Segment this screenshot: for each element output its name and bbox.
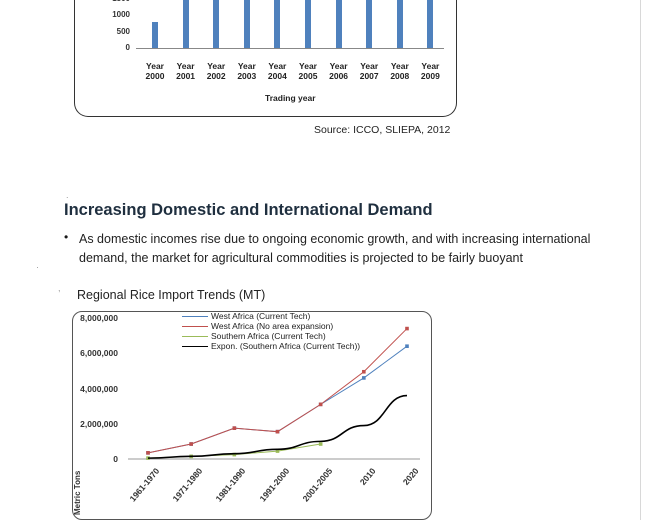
top-chart-bar (366, 0, 373, 48)
rice-legend-item: West Africa (No area expansion) (182, 321, 360, 331)
top-chart-category-label: Year 2006 (329, 61, 349, 81)
top-chart-category-label: Year 2007 (359, 61, 379, 81)
rice-series-point (362, 376, 366, 380)
rice-legend-swatch (182, 345, 208, 347)
rice-series-point (189, 442, 193, 446)
rice-chart-y-tick: 2,000,000 (80, 418, 118, 429)
top-chart-y-tick: 0 (125, 43, 130, 52)
scan-mark: . (66, 190, 69, 200)
rice-series-point (405, 326, 409, 331)
top-chart-frame (74, 0, 457, 117)
section-heading: Increasing Domestic and International De… (64, 201, 433, 219)
bullet-text: As domestic incomes rise due to ongoing … (79, 232, 591, 265)
rice-legend-label: West Africa (Current Tech) (211, 311, 311, 321)
top-chart-x-axis (136, 48, 444, 49)
rice-chart-y-tick: 8,000,000 (80, 313, 118, 323)
rice-series-point (232, 426, 237, 430)
top-chart-bar (182, 0, 189, 48)
scan-mark: · (36, 262, 39, 272)
rice-series-point (318, 402, 323, 407)
top-chart-bar (274, 0, 281, 48)
top-chart-category-label: Year 2005 (298, 61, 318, 81)
rice-series-point (275, 449, 280, 453)
rice-series-line (147, 394, 408, 459)
rice-series-point (405, 344, 409, 348)
top-chart-x-label: Trading year (265, 93, 316, 103)
top-chart-bar (243, 0, 250, 48)
top-chart-category-label: Year 2001 (176, 61, 196, 81)
top-chart-bar (152, 21, 158, 48)
top-chart-category-label: Year 2002 (206, 61, 226, 81)
top-chart-bar (335, 0, 342, 48)
top-chart-bar (305, 0, 311, 48)
rice-chart-y-tick: 0 (113, 454, 118, 464)
top-chart-category-label: Year 2009 (420, 61, 440, 81)
top-chart-bar (213, 0, 220, 48)
top-chart-y-tick: 500 (116, 26, 130, 36)
rice-legend-swatch (182, 315, 208, 317)
page-edge-line (640, 0, 641, 520)
rice-legend-swatch (182, 335, 208, 337)
source-caption: Source: ICCO, SLIEPA, 2012 (314, 124, 451, 136)
top-chart-category-label: Year 2008 (390, 61, 410, 81)
rice-legend-item: Expon. (Southern Africa (Current Tech)) (182, 341, 360, 351)
top-chart-y-tick: 1500 (100, 0, 130, 3)
rice-series-point (362, 369, 366, 374)
rice-legend-swatch (182, 325, 208, 327)
rice-series-point (232, 452, 237, 457)
top-chart-y-tick: 1000 (112, 10, 130, 20)
rice-chart-y-tick: 6,000,000 (80, 348, 118, 359)
rice-chart-legend: West Africa (Current Tech) West Africa (N… (182, 311, 360, 351)
rice-legend-item: West Africa (Current Tech) (182, 311, 360, 321)
rice-series-point (275, 429, 280, 434)
rice-legend-label: Expon. (Southern Africa (Current Tech)) (211, 341, 361, 351)
rice-legend-label: West Africa (No area expansion) (211, 321, 334, 331)
scan-mark: , (58, 283, 61, 293)
rice-legend-item: Southern Africa (Current Tech) (182, 331, 360, 341)
rice-series-line (147, 345, 408, 454)
rice-series-point (146, 451, 150, 455)
top-chart-category-label: Year 2003 (237, 61, 257, 81)
rice-chart-y-tick: 4,000,000 (80, 383, 118, 394)
rice-chart-title: Regional Rice Import Trends (MT) (77, 288, 266, 302)
top-chart-bar (396, 0, 403, 48)
top-chart-bar (427, 0, 434, 48)
rice-legend-label: Southern Africa (Current Tech) (211, 331, 326, 341)
top-chart-category-label: Year 2000 (145, 61, 165, 81)
top-chart-category-label: Year 2004 (267, 61, 287, 81)
bullet-marker: • (64, 230, 69, 244)
rice-series-point (318, 442, 323, 446)
